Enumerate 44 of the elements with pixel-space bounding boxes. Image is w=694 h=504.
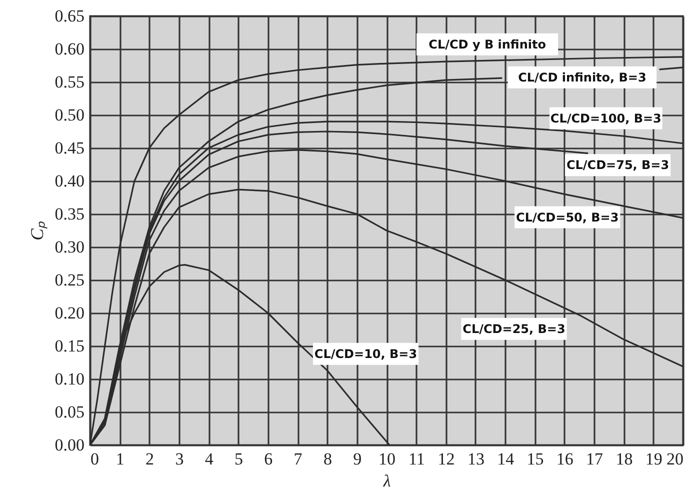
y-tick-label: 0.05 <box>54 402 84 422</box>
x-tick-label: 18 <box>616 450 633 468</box>
series-label: CL/CD=50, B=3 <box>516 210 619 224</box>
y-tick-label: 0.25 <box>54 270 84 290</box>
x-tick-label: 3 <box>175 450 184 468</box>
y-tick-label: 0.40 <box>54 172 84 190</box>
y-tick-label: 0.10 <box>54 370 84 388</box>
x-tick-label: 1 <box>116 450 124 468</box>
x-tick-label: 9 <box>353 450 362 468</box>
y-tick-label: 0.15 <box>54 336 84 356</box>
x-tick-label: 11 <box>408 450 425 468</box>
x-tick-label: 13 <box>467 450 484 468</box>
y-tick-label: 0.20 <box>54 304 84 322</box>
y-tick-label: 0.60 <box>54 40 84 58</box>
y-tick-label: 0.30 <box>54 238 84 256</box>
x-tick-label: 0 <box>90 450 99 468</box>
x-tick-label: 8 <box>323 450 332 468</box>
x-tick-label: 14 <box>497 450 515 468</box>
x-tick-label: 10 <box>378 450 396 468</box>
y-tick-label: 0.45 <box>54 138 84 158</box>
x-tick-label: 19 <box>645 450 662 468</box>
x-tick-label: 4 <box>204 450 214 468</box>
y-tick-label: 0.50 <box>54 106 84 124</box>
x-tick-label: 5 <box>234 450 243 468</box>
x-tick-label: 12 <box>438 450 455 468</box>
x-tick-label: 20 <box>666 450 684 468</box>
y-tick-label: 0.65 <box>54 6 84 26</box>
y-tick-label: 0.55 <box>54 72 84 92</box>
series-label: CL/CD y B infinito <box>428 37 546 52</box>
x-axis-title: λ <box>382 472 391 490</box>
series-label: CL/CD=25, B=3 <box>462 322 566 336</box>
x-tick-label: 16 <box>556 450 574 468</box>
x-tick-label: 17 <box>586 450 604 468</box>
series-label: CL/CD=100, B=3 <box>550 111 662 126</box>
x-tick-label: 2 <box>146 450 154 468</box>
series-label: CL/CD=75, B=3 <box>566 158 670 172</box>
y-tick-label: 0.00 <box>54 436 84 454</box>
y-tick-label: 0.35 <box>54 204 84 224</box>
x-tick-label: 7 <box>294 450 303 468</box>
x-tick-label: 6 <box>264 450 273 468</box>
y-axis-title: Cₚ <box>26 220 48 241</box>
x-tick-label: 15 <box>526 450 544 468</box>
series-label: CL/CD=10, B=3 <box>314 346 418 361</box>
series-label: CL/CD infinito, B=3 <box>518 70 646 84</box>
